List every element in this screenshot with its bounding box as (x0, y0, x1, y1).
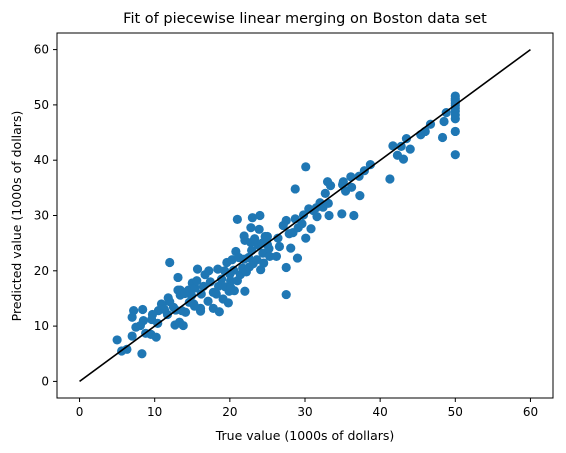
data-point (365, 160, 375, 170)
data-point (264, 244, 274, 254)
data-point (226, 276, 236, 286)
data-point (173, 272, 183, 283)
y-tick-label: 10 (34, 319, 49, 333)
data-point (385, 174, 395, 184)
data-point (437, 132, 448, 143)
x-tick-label: 50 (448, 405, 463, 419)
data-point (239, 231, 249, 241)
data-point (178, 320, 188, 331)
data-point (214, 307, 224, 317)
chart-title: Fit of piecewise linear merging on Bosto… (123, 11, 487, 27)
x-axis-label: True value (1000s of dollars) (215, 428, 395, 443)
data-point (240, 286, 250, 296)
data-point (147, 309, 158, 320)
data-point (112, 335, 122, 345)
data-point (255, 210, 265, 221)
data-point (297, 219, 307, 229)
data-point (346, 182, 357, 192)
reference-line-group (79, 48, 531, 383)
reference-line (79, 48, 531, 383)
data-point (246, 223, 256, 233)
data-point (337, 209, 347, 219)
y-tick-label: 50 (34, 98, 49, 112)
x-tick-label: 20 (222, 405, 237, 419)
data-point (165, 257, 175, 268)
data-point (396, 141, 406, 151)
data-point (211, 289, 221, 299)
data-point (290, 184, 300, 194)
data-point (203, 296, 213, 306)
data-point (355, 190, 365, 201)
data-point (292, 253, 303, 263)
data-point (349, 210, 359, 221)
y-axis-ticks: 0 10 20 30 40 50 60 (34, 43, 57, 388)
data-point (286, 243, 296, 253)
y-axis-label: Predicted value (1000s of dollars) (9, 111, 24, 322)
data-point (401, 134, 412, 144)
data-point (274, 241, 285, 252)
data-point (138, 304, 148, 315)
data-point (196, 289, 206, 299)
data-point (262, 231, 273, 242)
data-point (450, 91, 460, 101)
data-point (180, 307, 191, 317)
data-point (405, 144, 415, 154)
data-point (137, 349, 147, 359)
data-point (254, 224, 264, 234)
data-point (324, 210, 334, 221)
data-point (204, 266, 214, 276)
data-point (273, 233, 283, 243)
data-point (281, 215, 291, 226)
y-tick-label: 20 (34, 264, 49, 278)
data-point (135, 320, 146, 331)
data-point (320, 188, 330, 198)
data-point (301, 162, 311, 172)
x-tick-label: 0 (76, 405, 84, 419)
x-tick-label: 30 (297, 405, 312, 419)
data-point (127, 331, 137, 341)
data-point (232, 214, 242, 224)
data-point (312, 212, 322, 222)
y-tick-label: 0 (41, 374, 49, 388)
data-point (223, 298, 233, 308)
x-tick-label: 60 (523, 405, 538, 419)
y-tick-label: 40 (34, 153, 49, 167)
data-point (450, 126, 460, 137)
data-point (281, 262, 291, 273)
data-point (271, 251, 282, 262)
x-tick-label: 40 (373, 405, 388, 419)
data-point (127, 312, 137, 322)
data-point (322, 177, 333, 187)
data-point (298, 210, 309, 220)
data-point (192, 276, 202, 286)
data-point (180, 288, 190, 299)
data-point (259, 258, 269, 268)
data-point (247, 213, 257, 223)
data-point (157, 300, 167, 310)
x-axis-ticks: 0 10 20 30 40 50 60 (76, 398, 538, 419)
data-point (226, 282, 236, 292)
data-point (189, 301, 200, 311)
data-point (216, 274, 227, 284)
data-point (265, 251, 275, 262)
data-point (229, 265, 239, 275)
data-point (192, 264, 203, 274)
y-tick-label: 30 (34, 209, 49, 223)
data-point (151, 332, 161, 342)
data-point (450, 150, 460, 160)
data-point (162, 309, 173, 320)
data-point (301, 233, 311, 243)
data-point (306, 224, 316, 234)
data-point (281, 289, 291, 300)
data-point (122, 344, 132, 354)
y-tick-label: 60 (34, 43, 49, 57)
data-point (190, 283, 200, 293)
x-tick-label: 10 (147, 405, 162, 419)
data-point (213, 281, 224, 291)
data-point (398, 154, 409, 164)
data-point (439, 116, 449, 127)
